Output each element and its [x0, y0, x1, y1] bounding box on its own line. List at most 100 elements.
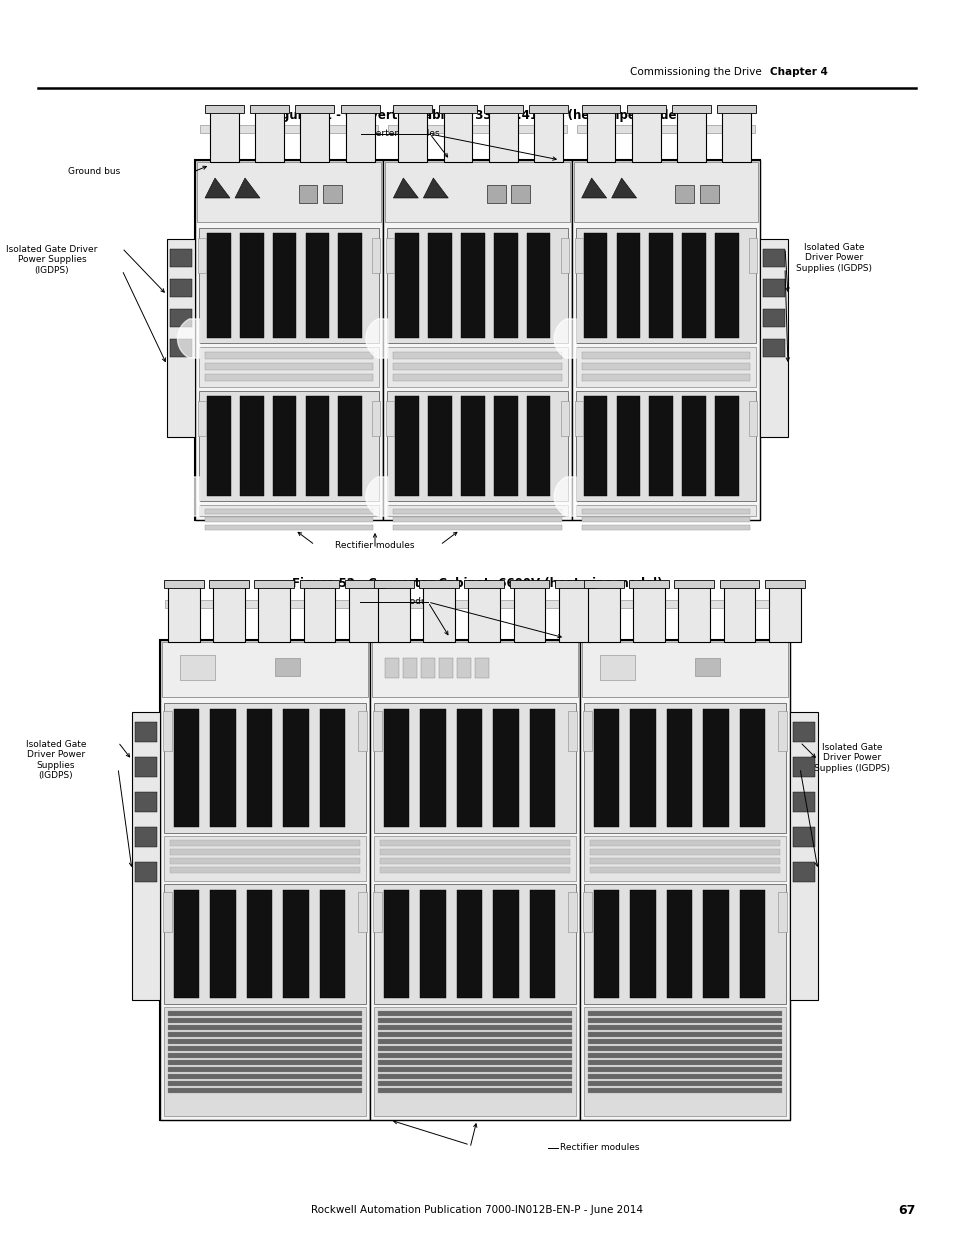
Bar [468, 585, 499, 642]
Bar [587, 1018, 781, 1023]
Bar [170, 340, 192, 357]
Text: Isolated Gate
Driver Power
Supplies
(IGDPS): Isolated Gate Driver Power Supplies (IGD… [26, 740, 86, 781]
Bar [168, 1039, 361, 1044]
Bar [583, 703, 785, 832]
Bar [762, 249, 784, 267]
Bar [338, 233, 362, 338]
Bar [513, 585, 545, 642]
Bar [420, 709, 445, 827]
Bar [393, 363, 561, 370]
Bar [555, 580, 594, 588]
Bar [170, 279, 192, 298]
Bar [587, 1074, 781, 1079]
Bar [164, 1007, 366, 1116]
Bar [581, 352, 749, 359]
Bar [616, 396, 639, 496]
Bar [393, 509, 561, 514]
Bar [377, 1060, 572, 1065]
Bar [357, 892, 367, 932]
Bar [379, 848, 569, 855]
Bar [255, 110, 284, 162]
Bar [677, 110, 705, 162]
Bar [626, 105, 665, 112]
Bar [575, 505, 755, 516]
Bar [460, 396, 484, 496]
Bar [402, 658, 416, 678]
Bar [778, 711, 786, 751]
Bar [319, 890, 345, 998]
Bar [789, 713, 817, 1000]
Bar [584, 600, 784, 608]
Bar [488, 110, 517, 162]
Bar [170, 848, 359, 855]
Bar [534, 110, 562, 162]
Bar [205, 363, 373, 370]
Bar [373, 711, 381, 751]
Bar [205, 517, 373, 522]
Bar [379, 840, 569, 846]
Bar [715, 233, 738, 338]
Bar [594, 709, 618, 827]
Text: Rockwell Automation Publication 7000-IN012B-EN-P - June 2014: Rockwell Automation Publication 7000-IN0… [311, 1205, 642, 1215]
Bar [323, 185, 341, 203]
Bar [168, 1060, 361, 1065]
Bar [132, 713, 160, 1000]
Text: Commissioning the Drive: Commissioning the Drive [629, 67, 760, 77]
Polygon shape [393, 178, 418, 198]
Bar [456, 890, 482, 998]
Bar [574, 238, 582, 273]
Bar [377, 1039, 572, 1044]
Bar [173, 890, 199, 998]
Bar [135, 827, 157, 847]
Bar [792, 862, 814, 882]
Bar [582, 711, 592, 751]
Bar [374, 836, 576, 881]
Bar [398, 110, 427, 162]
Bar [275, 658, 300, 676]
Bar [385, 162, 569, 222]
Text: Chapter 4: Chapter 4 [769, 67, 827, 77]
Bar [379, 867, 569, 873]
Bar [587, 1053, 781, 1058]
Bar [283, 709, 309, 827]
Bar [273, 396, 296, 496]
Bar [587, 1032, 781, 1037]
Bar [247, 709, 272, 827]
Bar [258, 585, 290, 642]
Bar [135, 722, 157, 742]
Bar [211, 890, 235, 998]
Bar [464, 580, 503, 588]
Bar [649, 233, 673, 338]
Text: Rectifier modules: Rectifier modules [335, 541, 415, 550]
Bar [299, 580, 339, 588]
Bar [377, 1046, 572, 1051]
Bar [717, 105, 756, 112]
Bar [211, 709, 235, 827]
Bar [567, 892, 577, 932]
Text: Inverter modules: Inverter modules [361, 598, 439, 606]
Bar [164, 703, 366, 832]
Bar [428, 396, 452, 496]
Bar [250, 105, 289, 112]
Bar [165, 600, 365, 608]
Bar [778, 892, 786, 932]
Bar [576, 125, 754, 133]
Bar [160, 640, 370, 1120]
Bar [526, 233, 550, 338]
Bar [581, 374, 749, 382]
Bar [423, 585, 455, 642]
Bar [173, 709, 199, 827]
Bar [384, 890, 409, 998]
Bar [633, 585, 664, 642]
Bar [792, 827, 814, 847]
Bar [560, 238, 568, 273]
Bar [207, 396, 231, 496]
Bar [377, 1067, 572, 1072]
Bar [239, 233, 263, 338]
Bar [199, 228, 379, 343]
Bar [581, 517, 749, 522]
Bar [748, 238, 757, 273]
Bar [702, 709, 728, 827]
Bar [456, 709, 482, 827]
Bar [792, 722, 814, 742]
